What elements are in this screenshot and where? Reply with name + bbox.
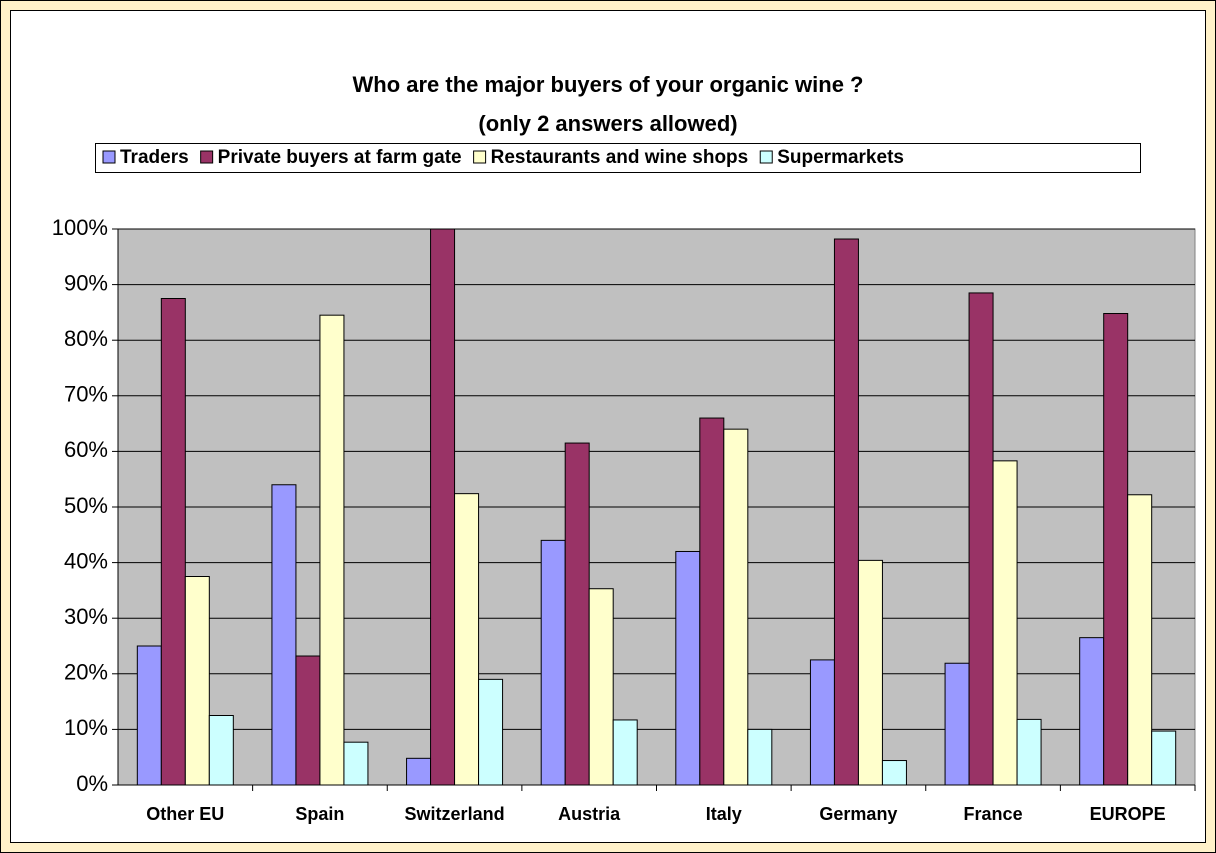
x-tick-label: Spain: [295, 804, 344, 824]
legend-swatch: [200, 150, 214, 164]
bar: [857, 559, 883, 786]
bar: [992, 460, 1018, 786]
bar: [208, 715, 234, 786]
legend-swatch: [759, 150, 773, 164]
y-tick-label: 30%: [64, 604, 108, 629]
bar: [271, 484, 297, 786]
y-tick-label: 20%: [64, 660, 108, 685]
legend-box: [95, 143, 1141, 173]
legend-label: Traders: [120, 147, 189, 168]
bar: [406, 757, 432, 786]
bar: [295, 655, 321, 786]
bar: [881, 760, 907, 786]
y-tick-label: 40%: [64, 548, 108, 573]
y-tick-label: 100%: [52, 215, 108, 240]
y-tick-label: 10%: [64, 715, 108, 740]
bar: [1151, 730, 1177, 786]
bar: [1079, 637, 1105, 786]
bar: [160, 298, 186, 786]
bar: [540, 539, 566, 786]
bar: [833, 238, 859, 786]
bar: [1103, 313, 1129, 786]
y-tick-label: 0%: [76, 771, 108, 796]
x-tick-label: EUROPE: [1090, 804, 1166, 824]
legend-swatch: [102, 150, 116, 164]
x-tick-label: Germany: [819, 804, 897, 824]
bar: [944, 662, 970, 786]
bar: [430, 228, 456, 786]
bar: [612, 719, 638, 786]
bar: [184, 576, 210, 786]
bar: [809, 659, 835, 786]
bar: [747, 728, 773, 786]
bar: [478, 678, 504, 786]
x-tick-label: Switzerland: [405, 804, 505, 824]
chart-subtitle: (only 2 answers allowed): [478, 111, 737, 136]
bar: [136, 645, 162, 786]
bar: [319, 314, 345, 786]
legend-label: Restaurants and wine shops: [491, 147, 749, 168]
bar: [1127, 494, 1153, 786]
bar: [968, 292, 994, 786]
legend-swatch: [473, 150, 487, 164]
bar: [564, 442, 590, 786]
y-tick-label: 80%: [64, 326, 108, 351]
bar: [343, 741, 369, 786]
y-tick-label: 50%: [64, 493, 108, 518]
y-tick-label: 70%: [64, 382, 108, 407]
bar: [675, 550, 701, 786]
legend-label: Supermarkets: [777, 147, 904, 168]
chart-title: Who are the major buyers of your organic…: [353, 72, 864, 97]
legend-label: Private buyers at farm gate: [218, 147, 462, 168]
y-tick-label: 90%: [64, 270, 108, 295]
x-tick-label: Other EU: [146, 804, 224, 824]
bar: [1016, 718, 1042, 786]
bar: [454, 493, 480, 786]
bar: [588, 588, 614, 786]
y-tick-label: 60%: [64, 437, 108, 462]
bar: [699, 417, 725, 786]
bar: [723, 428, 749, 786]
x-tick-label: Austria: [558, 804, 621, 824]
x-tick-label: France: [964, 804, 1023, 824]
x-tick-label: Italy: [706, 804, 742, 824]
